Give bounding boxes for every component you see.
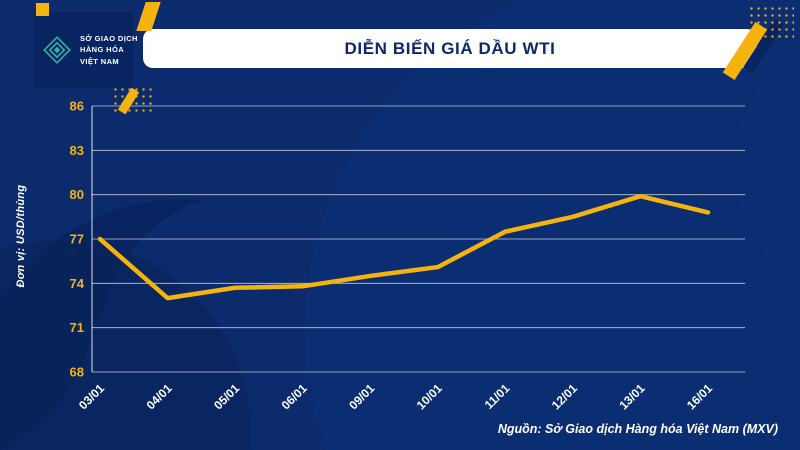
background-swirl <box>0 199 200 450</box>
logo-text-line1: SỞ GIAO DỊCH <box>80 33 138 43</box>
mxv-diamond-logo-icon <box>43 36 71 64</box>
x-tick-label: 13/01 <box>616 381 647 412</box>
x-tick-label: 06/01 <box>279 381 310 412</box>
x-tick-label: 09/01 <box>346 381 377 412</box>
y-tick-label: 83 <box>70 143 84 158</box>
logo-text-line2: HÀNG HÓA <box>80 45 125 55</box>
title-banner: DIỄN BIẾN GIÁ DẦU WTI <box>143 29 757 68</box>
y-tick-label: 68 <box>70 365 84 380</box>
x-tick-label: 10/01 <box>414 381 445 412</box>
x-tick-label: 04/01 <box>144 381 175 412</box>
x-tick-label: 11/01 <box>482 381 513 412</box>
background-swirl <box>734 40 800 290</box>
mxv-logo-box: SỞ GIAO DỊCH HÀNG HÓA VIỆT NAM <box>34 12 137 88</box>
corner-accent-square <box>36 3 49 16</box>
y-tick-label: 74 <box>70 276 85 291</box>
y-tick-label: 71 <box>70 320 84 335</box>
x-tick-label: 12/01 <box>549 381 580 412</box>
logo-text: SỞ GIAO DỊCH HÀNG HÓA VIỆT NAM <box>80 34 138 66</box>
background-swirl <box>305 0 800 450</box>
logo-text-line3: VIỆT NAM <box>80 56 120 66</box>
dot-grid-decoration <box>748 5 794 41</box>
y-tick-label: 86 <box>70 99 84 114</box>
x-tick-label: 05/01 <box>211 381 242 412</box>
price-line <box>97 193 711 301</box>
page-title: DIỄN BIẾN GIÁ DẦU WTI <box>344 38 556 58</box>
x-tick-label: 16/01 <box>684 381 715 412</box>
y-tick-label: 80 <box>70 187 84 202</box>
y-tick-label: 77 <box>70 232 84 247</box>
x-tick-label: 03/01 <box>76 381 107 412</box>
y-axis-title: Đơn vị: USD/thùng <box>15 184 27 288</box>
source-note: Nguồn: Sở Giao dịch Hàng hóa Việt Nam (M… <box>497 422 778 436</box>
